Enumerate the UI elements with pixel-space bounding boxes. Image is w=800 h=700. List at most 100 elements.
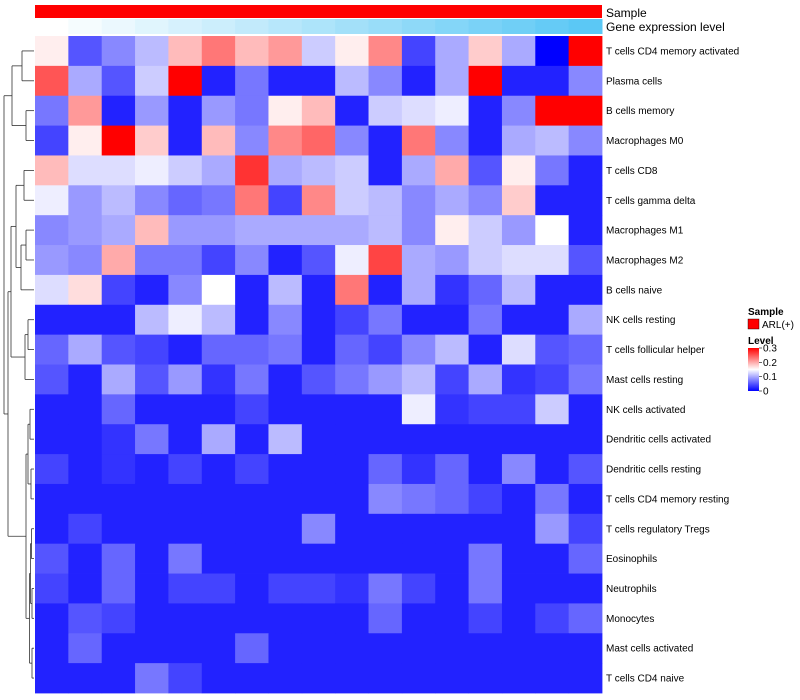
heatmap-cell (501, 633, 536, 664)
heatmap-cell (101, 573, 136, 604)
heatmap-cell (435, 603, 469, 634)
heatmap-cell (235, 245, 269, 276)
legend-tick-label: 0.1 (763, 372, 777, 383)
heatmap-cell (201, 95, 236, 126)
heatmap-cell (201, 603, 236, 634)
heatmap-cell (501, 513, 536, 545)
heatmap-cell (568, 274, 603, 306)
heatmap-cell (568, 245, 603, 276)
annotation-cell-expression (368, 19, 403, 34)
heatmap-cell (68, 245, 103, 276)
heatmap-cell (35, 543, 69, 574)
heatmap-cell (268, 65, 303, 97)
heatmap-cell (135, 543, 169, 574)
heatmap-cell (201, 483, 236, 515)
heatmap-cell (301, 95, 336, 126)
heatmap-cell (35, 334, 69, 365)
heatmap-cell (568, 364, 603, 395)
heatmap-cell (368, 483, 403, 515)
heatmap-cell (368, 454, 403, 485)
heatmap-cell (68, 454, 103, 485)
heatmap-cell (201, 424, 236, 455)
heatmap-cell (468, 304, 503, 336)
heatmap-cell (535, 603, 570, 634)
heatmap-cell (101, 245, 136, 276)
heatmap-cell (501, 364, 536, 395)
heatmap-cell (435, 424, 469, 455)
heatmap-cell (268, 245, 303, 276)
heatmap-cell (435, 483, 469, 515)
heatmap-cell (201, 633, 236, 664)
heatmap-cell (568, 155, 603, 186)
heatmap-cell (468, 215, 503, 246)
heatmap-cell (268, 483, 303, 515)
heatmap-cell (435, 394, 469, 425)
annotation-cell-expression (235, 19, 269, 34)
heatmap-cell (135, 454, 169, 485)
heatmap-cell (168, 125, 203, 156)
heatmap-cell (368, 543, 403, 574)
heatmap-cell (68, 274, 103, 306)
heatmap-cell (568, 573, 603, 604)
heatmap-cell (35, 304, 69, 336)
heatmap-cell (101, 304, 136, 336)
heatmap-cell (201, 573, 236, 604)
heatmap-cell (368, 334, 403, 365)
heatmap-cell (68, 543, 103, 574)
heatmap-cell (101, 454, 136, 485)
heatmap-cell (268, 633, 303, 664)
heatmap-cell (535, 454, 570, 485)
row-label: Macrophages M2 (606, 255, 684, 266)
heatmap-cell (535, 185, 570, 216)
heatmap-cell (535, 663, 570, 694)
row-label: T cells CD4 naive (606, 674, 685, 685)
annotation-cell-expression (201, 19, 236, 34)
heatmap-cell (35, 274, 69, 306)
row-label: T cells follicular helper (606, 345, 705, 356)
heatmap-cell (68, 483, 103, 515)
heatmap-cell (235, 573, 269, 604)
row-label: Macrophages M1 (606, 226, 684, 237)
legend-level-gradient (748, 348, 759, 391)
heatmap-cell (201, 304, 236, 336)
row-label: Dendritic cells resting (606, 465, 701, 476)
heatmap-cell (468, 573, 503, 604)
heatmap-cell (135, 633, 169, 664)
row-label: B cells memory (606, 106, 674, 117)
heatmap-cell (301, 185, 336, 216)
heatmap-cell (268, 573, 303, 604)
heatmap-cell (168, 274, 203, 306)
heatmap-cell (501, 95, 536, 126)
heatmap-cell (68, 334, 103, 365)
heatmap-cell (35, 454, 69, 485)
heatmap-cell (235, 36, 269, 67)
heatmap-cell (368, 65, 403, 97)
heatmap-cell (235, 334, 269, 365)
annotation-cell-expression (501, 19, 536, 34)
heatmap-cell (235, 633, 269, 664)
heatmap-cell (435, 155, 469, 186)
heatmap-cell (468, 245, 503, 276)
heatmap-cell (201, 155, 236, 186)
row-label: B cells naive (606, 285, 663, 296)
heatmap-cell (135, 334, 169, 365)
heatmap-cell (468, 95, 503, 126)
row-label: NK cells activated (606, 405, 685, 416)
heatmap-cell (101, 513, 136, 545)
heatmap-cell (268, 274, 303, 306)
heatmap-cell (301, 334, 336, 365)
annotation-cell-expression (435, 19, 470, 34)
heatmap-cell (401, 394, 436, 425)
heatmap-cell (535, 304, 570, 336)
heatmap-cell (201, 334, 236, 365)
annotation-cell-expression (568, 19, 603, 34)
heatmap-cell (235, 155, 269, 186)
heatmap-cell (201, 663, 236, 694)
heatmap-cell (235, 513, 269, 545)
annotation-cell-expression (68, 19, 103, 34)
heatmap-cell (435, 334, 469, 365)
heatmap-cell (268, 513, 303, 545)
heatmap-cell (235, 543, 269, 574)
heatmap-cell (501, 36, 536, 67)
